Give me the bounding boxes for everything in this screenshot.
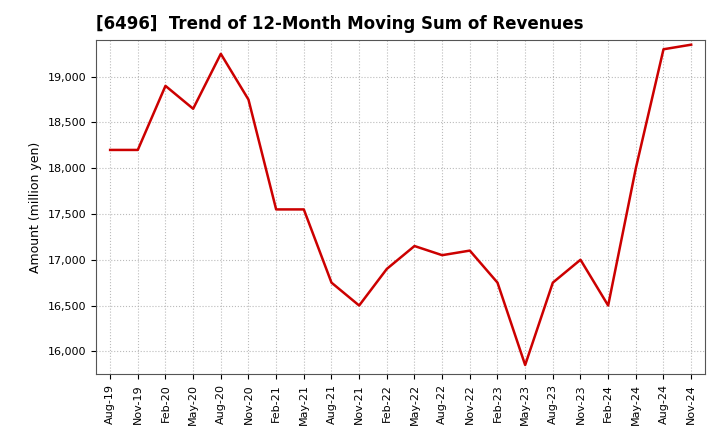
Y-axis label: Amount (million yen): Amount (million yen) [30,142,42,273]
Text: [6496]  Trend of 12-Month Moving Sum of Revenues: [6496] Trend of 12-Month Moving Sum of R… [96,15,584,33]
